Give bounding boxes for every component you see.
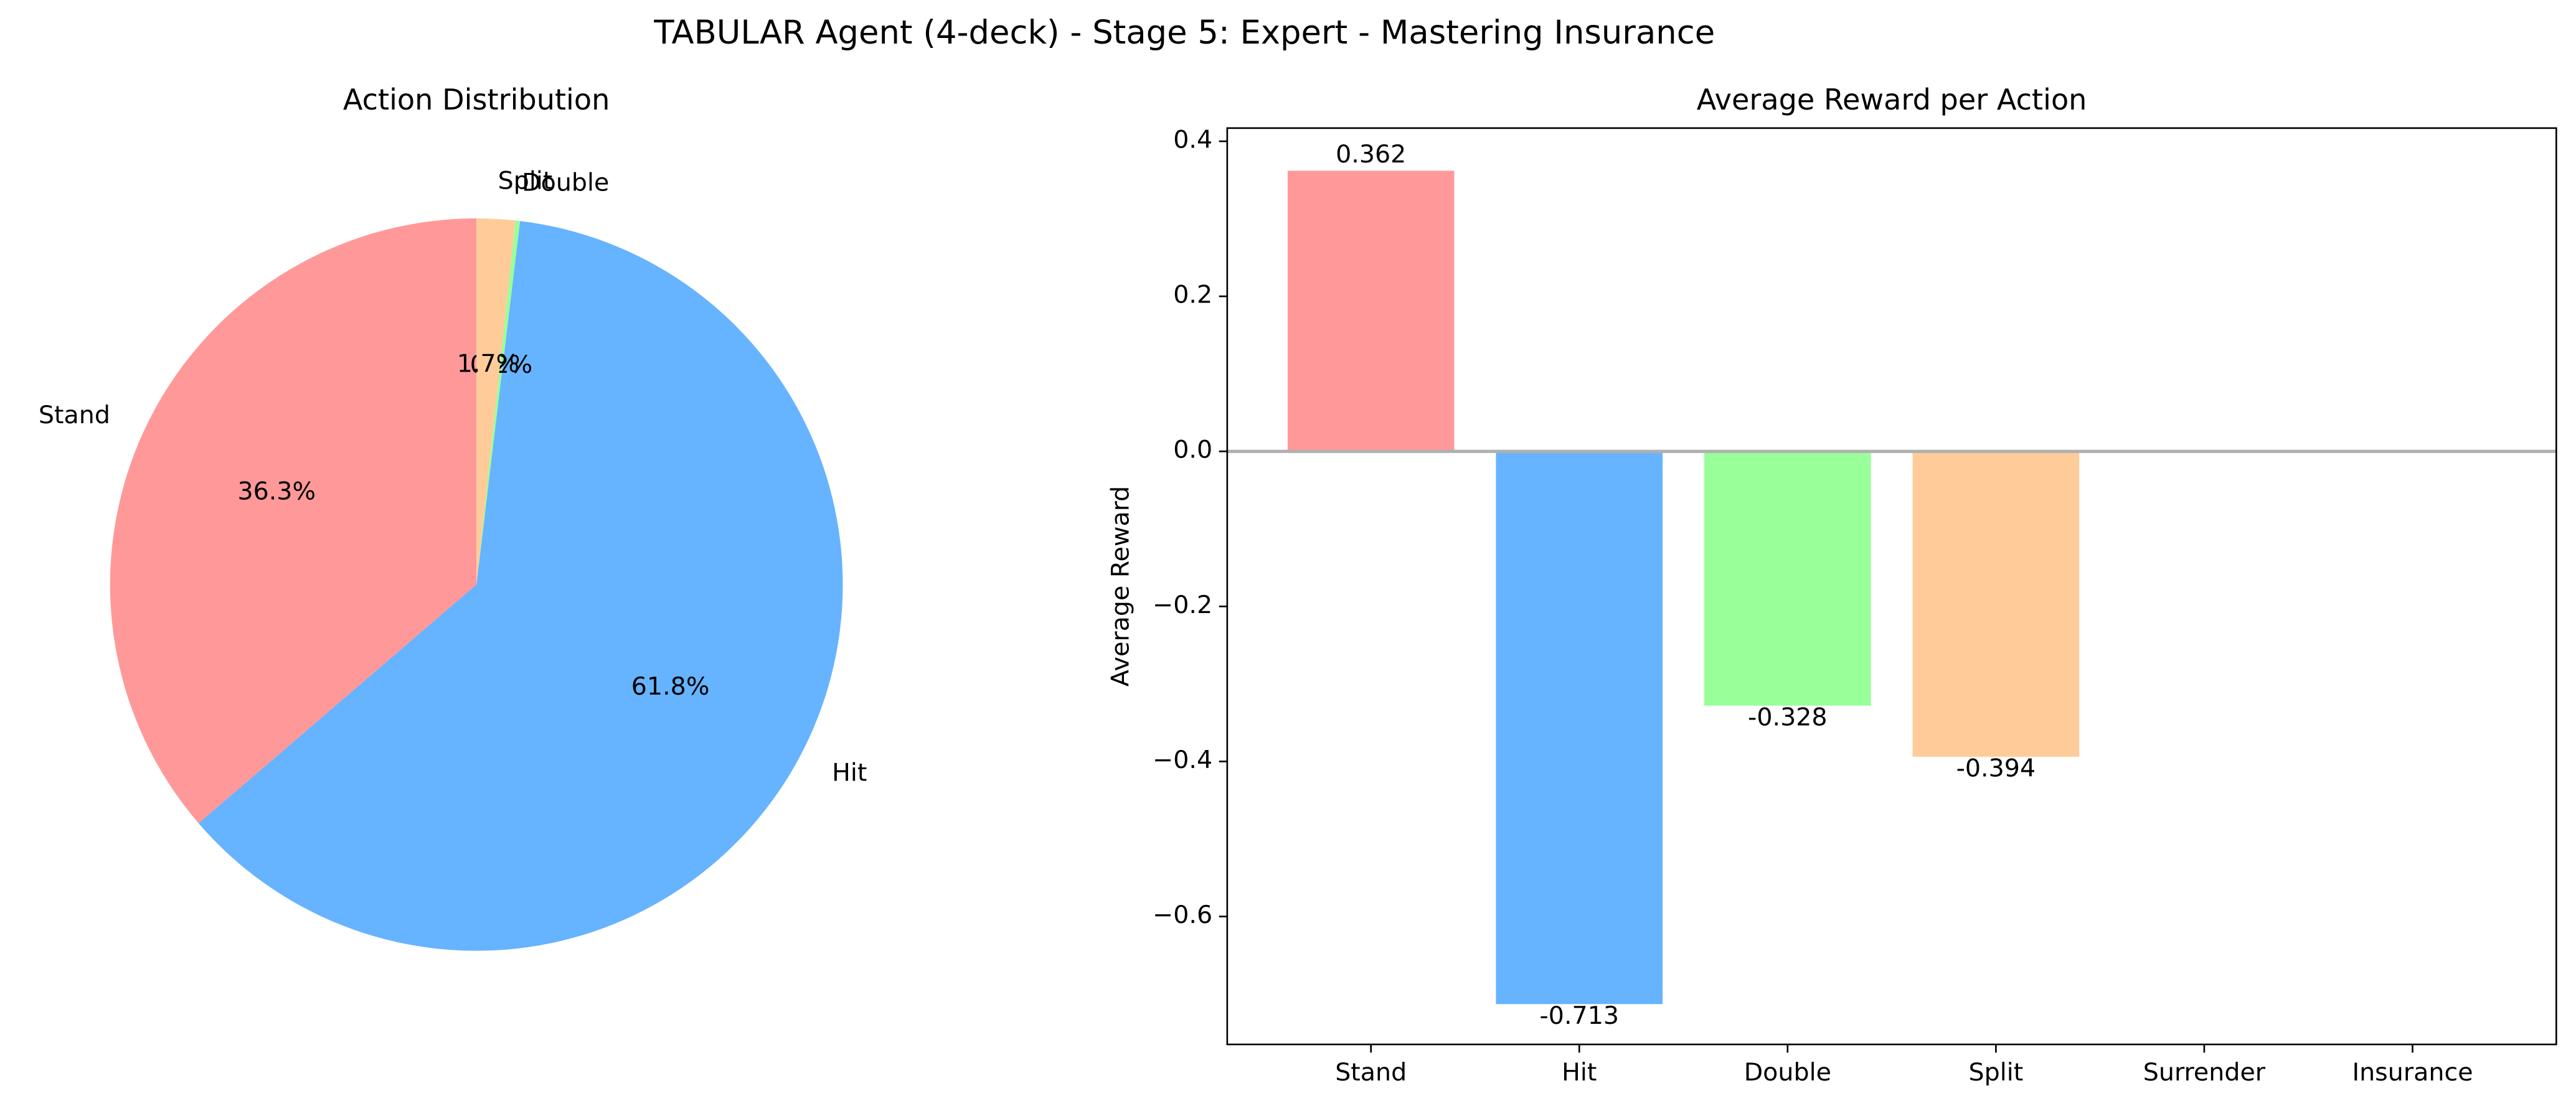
slice-percent: 1.7% [457, 349, 520, 378]
slice-label: Hit [832, 758, 867, 787]
figure-title: TABULAR Agent (4-deck) - Stage 5: Expert… [653, 14, 1715, 52]
y-tick-label: −0.6 [1153, 901, 1212, 929]
chart-title: Average Reward per Action [1697, 83, 2087, 116]
pie-slice [476, 220, 521, 585]
bar-value-label: -0.713 [1540, 1001, 1620, 1030]
plot-frame [1226, 127, 2557, 1046]
slice-label: Double [522, 169, 609, 197]
slice-label: Stand [39, 401, 110, 429]
x-tick-label: Double [1744, 1058, 1831, 1087]
bar [1704, 451, 1871, 706]
slice-percent: 61.8% [631, 672, 710, 701]
x-tick-label: Surrender [2143, 1058, 2266, 1087]
bar [1496, 451, 1663, 1005]
slice-label: Split [498, 167, 553, 195]
y-axis-label: Average Reward [1106, 486, 1135, 687]
y-tick-label: 0.2 [1173, 281, 1212, 309]
y-tick-label: 0.4 [1173, 125, 1212, 154]
bar-value-label: 0.362 [1336, 140, 1406, 169]
pie-slice [110, 218, 477, 823]
chart-title: Action Distribution [343, 83, 610, 116]
bar [1912, 451, 2080, 757]
x-tick-label: Insurance [2352, 1058, 2473, 1087]
y-tick-label: −0.2 [1153, 591, 1212, 619]
bar-value-label: -0.394 [1956, 754, 2036, 783]
x-tick-label: Split [1969, 1058, 2024, 1087]
pie-slice [198, 221, 843, 951]
bar-value-label: -0.328 [1748, 703, 1828, 731]
slice-percent: 36.3% [237, 477, 316, 505]
pie-slice [476, 218, 516, 585]
x-tick-label: Stand [1335, 1058, 1407, 1087]
y-tick-label: 0.0 [1173, 436, 1212, 464]
bar [1287, 171, 1455, 452]
y-tick-label: −0.4 [1153, 746, 1212, 774]
x-tick-label: Hit [1562, 1058, 1597, 1087]
